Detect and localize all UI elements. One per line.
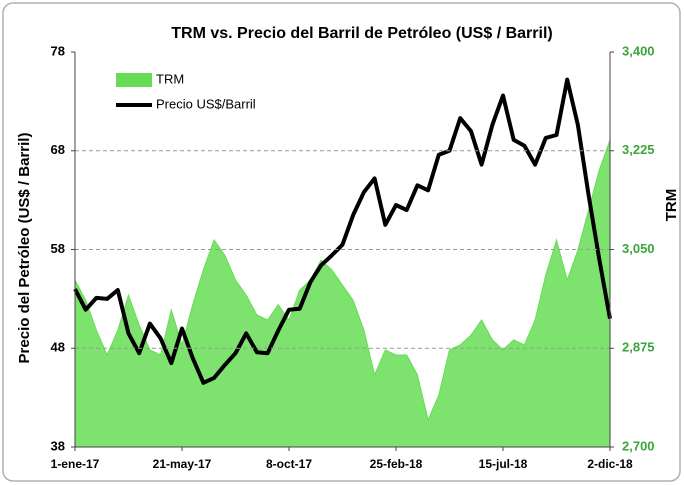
y-tick-label: 78 xyxy=(51,43,65,58)
legend-swatch xyxy=(116,73,152,87)
y2-tick-label: 3,400 xyxy=(622,43,655,58)
x-tick-label: 8-oct-17 xyxy=(266,457,312,471)
line xyxy=(73,77,612,385)
y2-tick-label: 3,050 xyxy=(622,241,655,256)
x-tick-label: 25-feb-18 xyxy=(370,457,423,471)
x-tick-label: 1-ene-17 xyxy=(51,457,100,471)
y2-tick-label: 3,225 xyxy=(622,142,655,157)
x-tick-label: 15-jul-18 xyxy=(479,457,528,471)
x-tick-label: 21-may-17 xyxy=(153,457,212,471)
legend-label: Precio US$/Barril xyxy=(156,96,256,111)
y2-tick-label: 2,875 xyxy=(622,340,655,355)
y2-tick-label: 2,700 xyxy=(622,438,655,453)
x-tick-label: 2-dic-18 xyxy=(587,457,633,471)
y-tick-label: 48 xyxy=(51,340,65,355)
y2-axis-label: TRM xyxy=(663,189,680,222)
y-tick-label: 58 xyxy=(51,241,65,256)
legend-label: TRM xyxy=(156,71,184,86)
y-axis-label: Precio del Petróleo (US$ / Barril) xyxy=(16,133,33,364)
chart-title: TRM vs. Precio del Barril de Petróleo (U… xyxy=(171,25,552,42)
y-tick-label: 38 xyxy=(51,438,65,453)
y-tick-label: 68 xyxy=(51,142,65,157)
area xyxy=(74,139,611,448)
